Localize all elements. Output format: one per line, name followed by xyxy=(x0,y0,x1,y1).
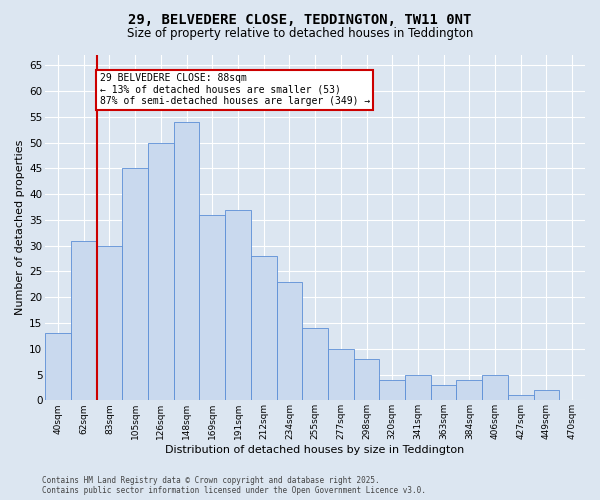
Bar xyxy=(148,142,174,400)
Bar xyxy=(277,282,302,401)
Bar xyxy=(379,380,405,400)
Bar xyxy=(45,334,71,400)
X-axis label: Distribution of detached houses by size in Teddington: Distribution of detached houses by size … xyxy=(166,445,465,455)
Bar xyxy=(71,240,97,400)
Bar xyxy=(97,246,122,400)
Text: Size of property relative to detached houses in Teddington: Size of property relative to detached ho… xyxy=(127,28,473,40)
Bar xyxy=(174,122,199,400)
Bar xyxy=(405,374,431,400)
Bar xyxy=(457,380,482,400)
Bar xyxy=(122,168,148,400)
Bar xyxy=(302,328,328,400)
Y-axis label: Number of detached properties: Number of detached properties xyxy=(15,140,25,316)
Bar xyxy=(225,210,251,400)
Bar xyxy=(199,215,225,400)
Bar xyxy=(533,390,559,400)
Text: 29 BELVEDERE CLOSE: 88sqm
← 13% of detached houses are smaller (53)
87% of semi-: 29 BELVEDERE CLOSE: 88sqm ← 13% of detac… xyxy=(100,73,370,106)
Text: 29, BELVEDERE CLOSE, TEDDINGTON, TW11 0NT: 29, BELVEDERE CLOSE, TEDDINGTON, TW11 0N… xyxy=(128,12,472,26)
Bar xyxy=(353,359,379,401)
Text: Contains HM Land Registry data © Crown copyright and database right 2025.
Contai: Contains HM Land Registry data © Crown c… xyxy=(42,476,426,495)
Bar xyxy=(431,385,457,400)
Bar xyxy=(508,395,533,400)
Bar xyxy=(251,256,277,400)
Bar xyxy=(328,349,353,401)
Bar xyxy=(482,374,508,400)
